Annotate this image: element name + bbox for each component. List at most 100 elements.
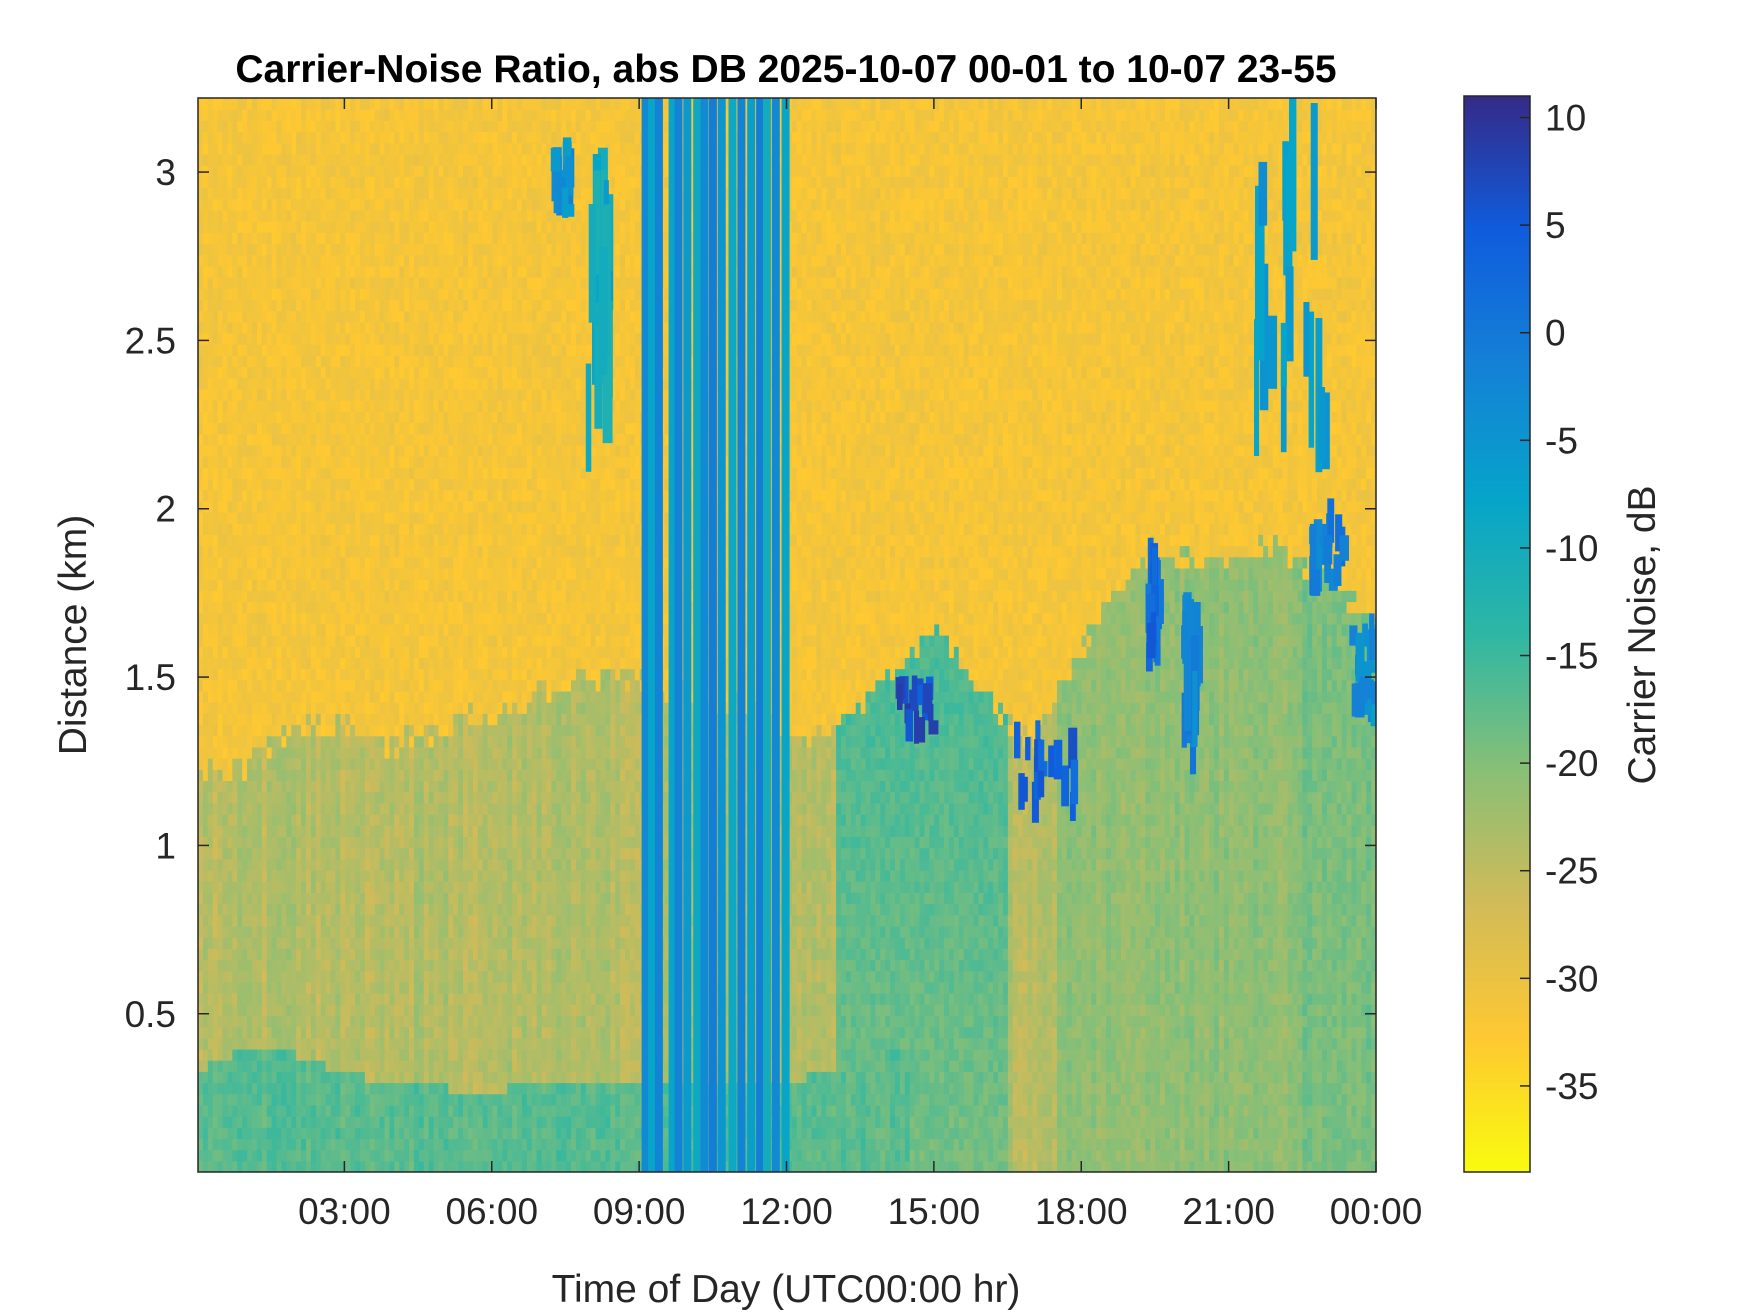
heatmap-cell (389, 780, 395, 792)
heatmap-cell (291, 926, 297, 938)
heatmap-cell (365, 422, 371, 434)
heatmap-cell (370, 411, 376, 423)
heatmap-cell (399, 780, 405, 792)
heatmap-cell (389, 982, 395, 994)
heatmap-cell (439, 881, 445, 893)
heatmap-cell (434, 993, 440, 1005)
heatmap-cell (380, 736, 386, 748)
heatmap-cell (419, 120, 425, 132)
heatmap-cell (213, 1038, 219, 1050)
heatmap-cell (247, 490, 253, 502)
heatmap-cell (350, 836, 356, 848)
heatmap-cell (355, 120, 361, 132)
heatmap-cell (277, 367, 283, 379)
heatmap-cell (434, 635, 440, 647)
heatmap-cell (326, 232, 332, 244)
heatmap-cell (340, 355, 346, 367)
heatmap-cell (439, 590, 445, 602)
heatmap-cell (335, 769, 341, 781)
heatmap-cell (272, 904, 278, 916)
heatmap-cell (213, 165, 219, 177)
heatmap-cell (296, 926, 302, 938)
heatmap-cell (429, 299, 435, 311)
heatmap-cell (424, 613, 430, 625)
heatmap-cell (311, 657, 317, 669)
heatmap-cell (331, 143, 337, 155)
heatmap-cell (311, 411, 317, 423)
heatmap-cell (409, 512, 415, 524)
heatmap-cell (213, 255, 219, 267)
heatmap-cell (448, 881, 454, 893)
heatmap-cell (326, 769, 332, 781)
heatmap-cell (389, 445, 395, 457)
heatmap-cell (434, 590, 440, 602)
heatmap-cell (301, 501, 307, 513)
heatmap-cell (291, 993, 297, 1005)
heatmap-cell (350, 546, 356, 558)
heatmap-cell (311, 176, 317, 188)
heatmap-cell (399, 120, 405, 132)
heatmap-cell (272, 926, 278, 938)
heatmap-cell (311, 1138, 317, 1150)
heatmap-cell (365, 210, 371, 222)
heatmap-cell (242, 210, 248, 222)
heatmap-cell (291, 769, 297, 781)
heatmap-cell (311, 311, 317, 323)
heatmap-cell (252, 512, 258, 524)
heatmap-cell (360, 624, 366, 636)
heatmap-cell (355, 1161, 361, 1173)
heatmap-cell (247, 713, 253, 725)
heatmap-cell (399, 848, 405, 860)
heatmap-cell (443, 355, 449, 367)
heatmap-cell (380, 1038, 386, 1050)
heatmap-cell (404, 915, 410, 927)
heatmap-cell (198, 1027, 204, 1039)
heatmap-cell (434, 792, 440, 804)
heatmap-cell (286, 322, 292, 334)
heatmap-cell (434, 1105, 440, 1117)
heatmap-cell (227, 803, 233, 815)
heatmap-cell (296, 825, 302, 837)
heatmap-cell (321, 389, 327, 401)
heatmap-cell (306, 669, 312, 681)
heatmap-cell (262, 288, 268, 300)
heatmap-cell (242, 825, 248, 837)
heatmap-cell (443, 98, 449, 110)
heatmap-cell (316, 702, 322, 714)
heatmap-cell (331, 1150, 337, 1162)
heatmap-cell (218, 892, 224, 904)
heatmap-cell (404, 1015, 410, 1027)
heatmap-cell (355, 859, 361, 871)
heatmap-cell (267, 557, 273, 569)
heatmap-cell (296, 747, 302, 759)
heatmap-cell (267, 154, 273, 166)
heatmap-cell (419, 478, 425, 490)
heatmap-cell (394, 367, 400, 379)
heatmap-cell (448, 176, 454, 188)
heatmap-cell (242, 601, 248, 613)
heatmap-cell (321, 277, 327, 289)
heatmap-cell (227, 534, 233, 546)
heatmap-cell (272, 971, 278, 983)
heatmap-cell (296, 1004, 302, 1016)
heatmap-cell (262, 434, 268, 446)
heatmap-cell (301, 120, 307, 132)
heatmap-cell (277, 948, 283, 960)
heatmap-cell (281, 534, 287, 546)
heatmap-cell (389, 915, 395, 927)
heatmap-cell (350, 355, 356, 367)
heatmap-cell (429, 132, 435, 144)
heatmap-cell (355, 288, 361, 300)
heatmap-cell (331, 199, 337, 211)
heatmap-cell (316, 747, 322, 759)
heatmap-cell (365, 277, 371, 289)
heatmap-cell (404, 904, 410, 916)
heatmap-cell (311, 221, 317, 233)
heatmap-cell (247, 568, 253, 580)
heatmap-cell (326, 993, 332, 1005)
heatmap-cell (370, 1060, 376, 1072)
heatmap-cell (272, 467, 278, 479)
heatmap-cell (277, 635, 283, 647)
heatmap-cell (380, 1161, 386, 1173)
heatmap-cell (247, 1004, 253, 1016)
